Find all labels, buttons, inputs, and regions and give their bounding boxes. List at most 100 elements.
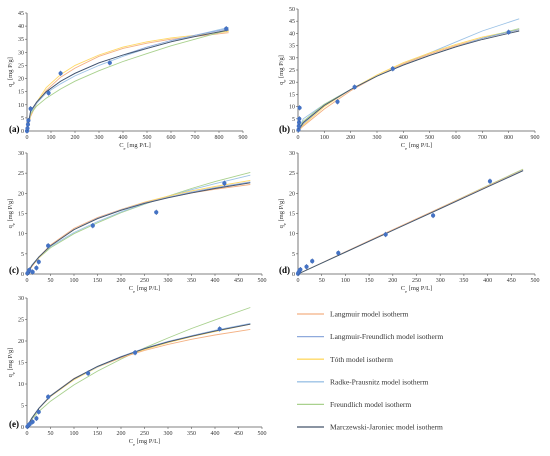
series-line-marczewski_jaroniec xyxy=(26,29,229,132)
data-point xyxy=(430,213,436,218)
data-point xyxy=(298,267,303,272)
data-point xyxy=(34,416,39,421)
y-tick-label: 5 xyxy=(292,252,295,258)
x-tick-label: 50 xyxy=(48,431,54,437)
legend-label-toth: Tóth model isotherm xyxy=(330,355,393,364)
x-tick-label: 400 xyxy=(211,278,220,284)
x-tick-label: 500 xyxy=(531,278,540,284)
x-tick-label: 50 xyxy=(48,278,54,284)
data-point xyxy=(383,232,388,237)
y-tick-label: 15 xyxy=(18,90,24,96)
x-tick-label: 500 xyxy=(258,431,267,437)
x-tick-label: 150 xyxy=(93,278,102,284)
x-tick-label: 100 xyxy=(70,431,79,437)
data-point xyxy=(296,124,301,129)
data-point xyxy=(30,419,35,424)
x-axis-label: Ce [mg P/L] xyxy=(129,285,161,294)
y-axis-label: qe [mg P/g] xyxy=(7,199,16,229)
y-tick-label: 15 xyxy=(289,92,295,98)
x-tick-label: 600 xyxy=(452,135,461,141)
legend-label-langmuir_freundlich: Langmuir-Freundlich model isotherm xyxy=(330,332,443,341)
series-line-langmuir xyxy=(26,32,229,132)
y-tick-label: 25 xyxy=(18,63,24,69)
x-tick-label: 500 xyxy=(258,278,267,284)
chart-panel-1: 0 100 200 300 400 500 600 700 800 900 0 5 10 15 20 25 30… xyxy=(7,11,248,151)
chart-panel-5: 0 50 100 150 200 250 300 350 400 450 500 0 5 10 15 20 25… xyxy=(7,296,267,447)
data-point xyxy=(296,120,302,125)
chart-panel-2: 0 100 200 300 400 500 600 700 800 900 0 5 10 15 20 25 30… xyxy=(278,7,540,151)
legend-label-radke_prausnitz: Radke-Prausnitz model isotherm xyxy=(330,377,428,386)
data-point xyxy=(222,181,227,186)
x-tick-label: 800 xyxy=(215,135,224,141)
y-tick-label: 35 xyxy=(18,37,24,43)
data-point xyxy=(336,250,341,256)
y-tick-label: 0 xyxy=(21,272,24,278)
panel-label: (d) xyxy=(279,265,290,275)
y-axis-label: qe [mg P/g] xyxy=(278,55,287,85)
panel-label: (b) xyxy=(279,124,290,134)
y-tick-label: 30 xyxy=(18,50,24,56)
series-line-langmuir_freundlich xyxy=(26,181,251,275)
data-point xyxy=(133,350,138,355)
legend-label-freundlich: Freundlich model isotherm xyxy=(330,400,411,409)
data-point xyxy=(58,71,63,76)
series-line-marczewski_jaroniec xyxy=(26,182,251,275)
data-point xyxy=(304,264,309,269)
x-axis-label: Ce [mg P/L] xyxy=(129,438,161,447)
y-tick-label: 10 xyxy=(289,232,295,238)
y-tick-label: 0 xyxy=(21,425,24,431)
series-line-marczewski_jaroniec xyxy=(297,170,524,275)
series-line-freundlich xyxy=(26,307,251,428)
x-tick-label: 300 xyxy=(373,135,382,141)
x-tick-label: 250 xyxy=(140,431,149,437)
legend-label-marczewski_jaroniec: Marczewski-Jaroniec model isotherm xyxy=(330,423,443,432)
x-tick-label: 450 xyxy=(507,278,516,284)
data-point xyxy=(36,409,41,415)
x-tick-label: 350 xyxy=(187,278,196,284)
y-tick-label: 35 xyxy=(289,44,295,50)
legend-label-langmuir: Langmuir model isotherm xyxy=(330,310,408,319)
series-line-marczewski_jaroniec xyxy=(26,323,251,428)
y-axis-label: qe [mg P/g] xyxy=(278,199,287,229)
x-tick-label: 700 xyxy=(191,135,200,141)
y-tick-label: 10 xyxy=(18,382,24,388)
data-point xyxy=(296,127,301,132)
data-point xyxy=(46,90,51,96)
series-line-marczewski_jaroniec xyxy=(297,30,520,132)
legend: Langmuir model isotherm Langmuir-Freundli… xyxy=(297,310,443,432)
data-point xyxy=(46,243,51,248)
y-tick-label: 0 xyxy=(292,272,295,278)
x-tick-label: 300 xyxy=(164,431,173,437)
series-line-langmuir xyxy=(297,29,520,132)
y-tick-label: 15 xyxy=(18,361,24,367)
y-tick-label: 50 xyxy=(289,7,295,13)
series-line-freundlich xyxy=(26,29,229,132)
y-tick-label: 25 xyxy=(18,318,24,324)
x-axis-label: Ce [mg P/L] xyxy=(401,142,433,151)
data-point xyxy=(90,223,95,228)
y-tick-label: 0 xyxy=(21,129,24,135)
data-point xyxy=(310,258,315,264)
y-tick-label: 20 xyxy=(18,191,24,197)
y-tick-label: 20 xyxy=(18,77,24,83)
series-line-toth xyxy=(26,179,251,275)
data-point xyxy=(506,30,511,35)
x-tick-label: 450 xyxy=(234,278,243,284)
x-tick-label: 450 xyxy=(234,431,243,437)
series-line-langmuir_freundlich xyxy=(26,323,251,428)
y-tick-label: 30 xyxy=(18,296,24,302)
data-point xyxy=(86,371,91,376)
x-tick-label: 0 xyxy=(26,431,29,437)
data-point xyxy=(25,122,31,127)
x-tick-label: 600 xyxy=(167,135,176,141)
x-tick-label: 400 xyxy=(483,278,492,284)
data-point xyxy=(335,99,340,104)
y-axis-label: qe [mg P/g] xyxy=(7,57,16,87)
x-tick-label: 400 xyxy=(399,135,408,141)
data-point xyxy=(352,84,357,90)
y-axis-label: qe [mg P/g] xyxy=(7,348,16,378)
data-point xyxy=(30,269,35,275)
data-point xyxy=(297,105,302,110)
data-point xyxy=(107,60,112,65)
